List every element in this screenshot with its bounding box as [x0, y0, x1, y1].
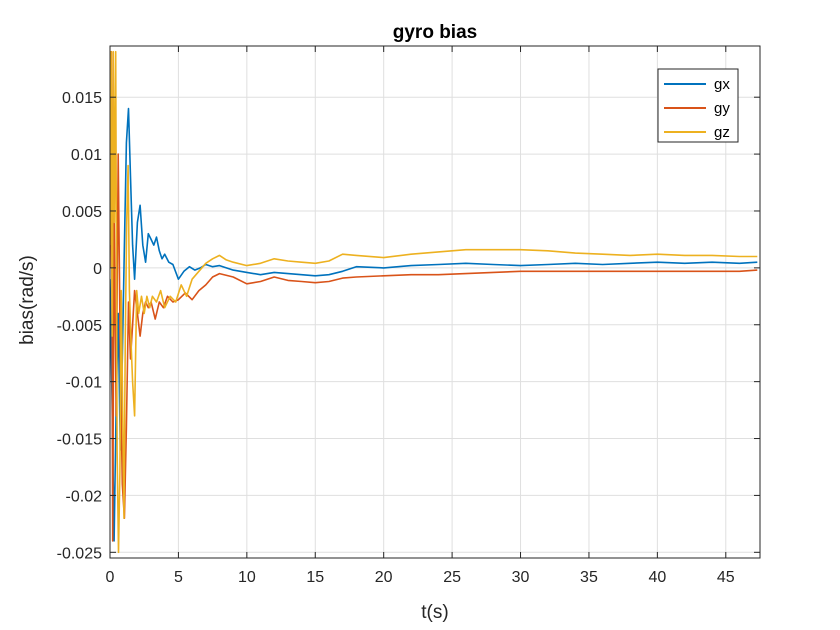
- y-tick-label: 0.005: [62, 204, 102, 221]
- grid: [109, 46, 760, 558]
- x-tick-label: 40: [648, 569, 666, 586]
- x-tick-label: 35: [580, 569, 598, 586]
- series-line-gx: [110, 107, 758, 542]
- x-tick-label: 25: [443, 569, 461, 586]
- chart-title: gyro bias: [393, 22, 477, 43]
- series-layer: [110, 50, 758, 554]
- y-tick-label: -0.01: [66, 375, 103, 392]
- legend-label-gx: gx: [714, 76, 730, 93]
- plot-area: [110, 46, 760, 558]
- x-tick-label: 10: [238, 569, 256, 586]
- y-tick-label: -0.02: [66, 488, 103, 505]
- x-tick-label: 30: [512, 569, 530, 586]
- y-tick-label: -0.005: [57, 318, 102, 335]
- y-tick-label: -0.015: [57, 432, 102, 449]
- y-tick-label: 0.015: [62, 90, 102, 107]
- legend-label-gz: gz: [714, 124, 730, 141]
- x-tick-label: 0: [106, 569, 115, 586]
- y-tick-label: 0.01: [71, 147, 102, 164]
- legend-box: [657, 68, 739, 143]
- x-axis-label: t(s): [421, 602, 448, 623]
- legend-label-gy: gy: [714, 100, 730, 117]
- series-line-gy: [110, 50, 758, 542]
- x-tick-label: 20: [375, 569, 393, 586]
- legend: gx gy gz: [657, 68, 739, 143]
- x-tick-label: 15: [306, 569, 324, 586]
- plot-frame: [109, 45, 761, 559]
- y-tick-label: -0.025: [57, 545, 102, 562]
- x-tick-label: 5: [174, 569, 183, 586]
- axis-ticks: 0 5 10 15 20 25 30 35 40 45 -0.025 -0.02 -0.015 -0.01…: [57, 46, 760, 586]
- y-axis-label: bias(rad/s): [17, 255, 38, 345]
- series-line-gz: [110, 50, 758, 554]
- x-tick-label: 45: [717, 569, 735, 586]
- y-tick-label: 0: [93, 261, 102, 278]
